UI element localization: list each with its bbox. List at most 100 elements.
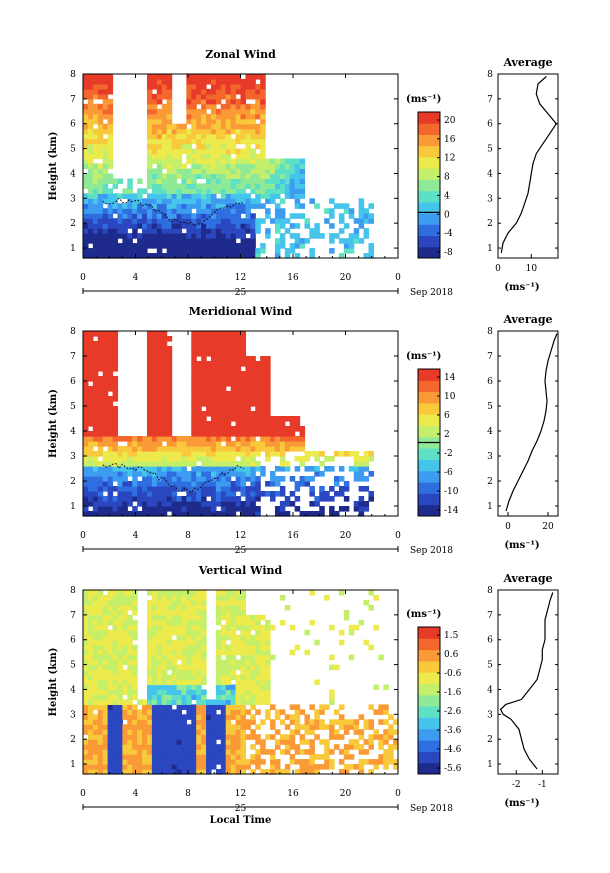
heatmap-cell	[83, 396, 89, 402]
heatmap-cell	[186, 138, 192, 145]
heatmap-cell	[176, 664, 183, 671]
heatmap-cell	[279, 491, 286, 497]
heatmap-cell	[250, 431, 256, 437]
heatmap-cell	[161, 694, 168, 701]
heatmap-cell	[201, 451, 207, 457]
heatmap-cell	[171, 674, 178, 681]
heatmap-cell	[83, 346, 89, 352]
heatmap-cell	[210, 248, 217, 254]
heatmap-cell	[83, 629, 89, 636]
heatmap-cell	[151, 376, 158, 382]
heatmap-cell	[368, 203, 374, 209]
heatmap-cell	[97, 769, 104, 775]
heatmap-cell	[97, 446, 104, 452]
heatmap-cell	[92, 674, 99, 681]
heatmap-cell	[161, 709, 168, 715]
heatmap-cell	[215, 634, 222, 641]
heatmap-cell	[122, 689, 128, 696]
heatmap-cell	[230, 614, 237, 621]
heatmap-cell	[186, 669, 192, 676]
heatmap-cell	[166, 391, 173, 397]
heatmap-cell	[127, 188, 133, 194]
heatmap-cell	[92, 118, 99, 125]
heatmap-cell	[220, 351, 227, 357]
heatmap-cell	[250, 74, 256, 80]
heatmap-cell	[255, 381, 261, 387]
heatmap-cell	[235, 88, 242, 95]
heatmap-cell	[83, 371, 89, 377]
heatmap-cell	[107, 604, 114, 611]
heatmap-cell	[156, 471, 163, 477]
heatmap-cell	[230, 93, 237, 100]
heatmap-cell	[107, 644, 114, 651]
heatmap-cell	[250, 148, 256, 155]
heatmap-cell	[151, 198, 158, 204]
heatmap-cell	[314, 223, 320, 229]
heatmap-cell	[353, 744, 360, 750]
heatmap-cell	[196, 416, 202, 422]
heatmap-cell	[112, 684, 119, 691]
y-tick-label: 1	[70, 244, 76, 254]
average-x-tick-label: -1	[538, 780, 547, 790]
heatmap-cell	[201, 471, 207, 477]
heatmap-cell	[319, 511, 325, 517]
heatmap-cell	[289, 734, 296, 740]
heatmap-cell	[102, 764, 109, 770]
heatmap-cell	[334, 709, 340, 715]
heatmap-cell	[225, 78, 232, 85]
heatmap-cell	[299, 764, 306, 770]
heatmap-cell	[87, 754, 94, 760]
heatmap-cell	[181, 749, 187, 755]
heatmap-cell	[117, 223, 123, 229]
heatmap-cell	[314, 228, 320, 234]
heatmap-cell	[225, 496, 232, 502]
heatmap-cell	[146, 93, 153, 100]
y-axis-label: Height (km)	[48, 648, 59, 717]
heatmap-cell	[166, 78, 173, 85]
heatmap-cell	[373, 709, 379, 715]
heatmap-cell	[260, 441, 266, 447]
heatmap-cell	[304, 724, 311, 730]
heatmap-cell	[319, 471, 325, 477]
heatmap-cell	[270, 654, 276, 661]
heatmap-cell	[215, 476, 222, 482]
heatmap-cell	[230, 228, 237, 234]
heatmap-cell	[245, 466, 251, 472]
heatmap-cell	[235, 709, 242, 715]
heatmap-cell	[319, 506, 325, 512]
heatmap-cell	[181, 619, 187, 626]
heatmap-cell	[314, 679, 320, 686]
heatmap-cell	[210, 461, 217, 467]
heatmap-cell	[107, 506, 114, 512]
heatmap-cell	[92, 253, 99, 259]
heatmap-cell	[92, 466, 99, 472]
heatmap-cell	[191, 411, 197, 417]
heatmap-cell	[319, 724, 325, 730]
heatmap-cell	[92, 476, 99, 482]
heatmap-cell	[250, 88, 256, 95]
heatmap-cell	[279, 501, 286, 507]
heatmap-cell	[166, 83, 173, 90]
colorbar-tick-label: 12	[444, 154, 455, 164]
heatmap-cell	[304, 218, 311, 224]
heatmap-cell	[250, 421, 256, 427]
heatmap-cell	[127, 704, 133, 710]
heatmap-cell	[245, 223, 251, 229]
heatmap-cell	[151, 754, 158, 760]
heatmap-cell	[304, 769, 311, 775]
heatmap-cell	[151, 173, 158, 180]
heatmap-cell	[161, 699, 168, 705]
heatmap-cell	[225, 609, 232, 616]
heatmap-cell	[132, 629, 138, 636]
heatmap-cell	[294, 749, 301, 755]
heatmap-cell	[161, 371, 168, 377]
colorbar-segment	[418, 672, 440, 685]
heatmap-cell	[255, 366, 261, 372]
heatmap-cell	[122, 699, 128, 705]
colorbar-segment	[418, 112, 440, 124]
heatmap-cell	[87, 674, 94, 681]
heatmap-cell	[156, 213, 163, 219]
heatmap-cell	[319, 491, 325, 497]
colorbar-tick-label: -14	[444, 506, 459, 516]
heatmap-cell	[289, 649, 296, 656]
